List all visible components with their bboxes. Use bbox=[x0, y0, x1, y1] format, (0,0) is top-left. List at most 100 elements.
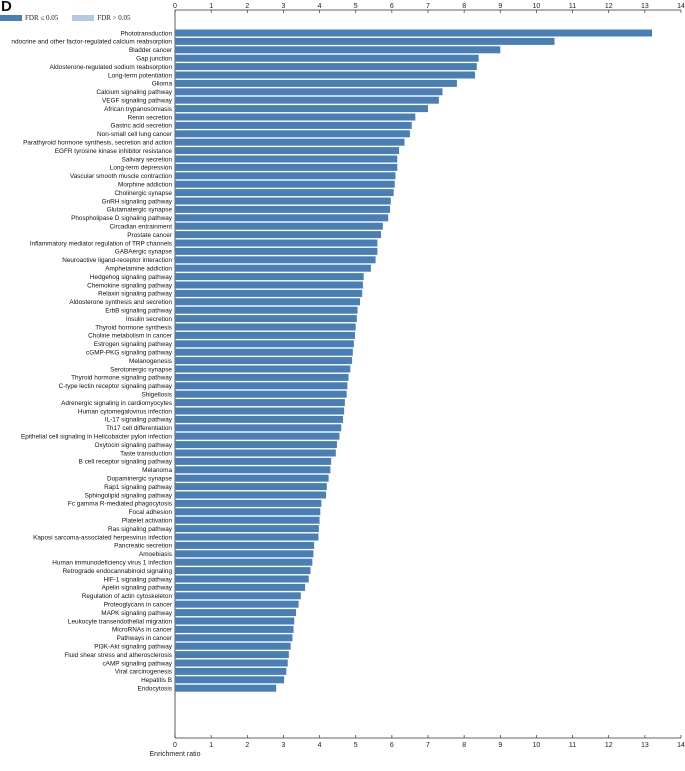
category-label: cGMP-PKG signaling pathway bbox=[86, 350, 173, 357]
legend-entry-significant: FDR ≤ 0.05 bbox=[0, 14, 58, 22]
x-tick-label-top: 10 bbox=[533, 3, 541, 10]
x-tick-label-bottom: 12 bbox=[605, 742, 613, 749]
bar bbox=[175, 609, 297, 617]
x-tick-label-top: 1 bbox=[209, 3, 213, 10]
category-label: Amoebiasis bbox=[139, 551, 172, 558]
bar bbox=[175, 298, 361, 306]
x-tick-label-bottom: 0 bbox=[173, 742, 177, 749]
category-label: Oxytocin signaling pathway bbox=[95, 442, 173, 449]
category-label: Phospholipase D signaling pathway bbox=[71, 215, 173, 222]
category-label: Glutamatergic synapse bbox=[107, 207, 173, 214]
x-tick-label-top: 11 bbox=[569, 3, 576, 10]
category-label: Prostate cancer bbox=[127, 232, 173, 239]
bar bbox=[175, 63, 477, 71]
bar bbox=[175, 558, 313, 566]
bar bbox=[175, 407, 345, 415]
bar bbox=[175, 499, 322, 507]
bar bbox=[175, 96, 439, 104]
bar bbox=[175, 205, 391, 213]
category-label: Long-term potentiation bbox=[108, 72, 172, 79]
x-tick-label-bottom: 5 bbox=[354, 742, 358, 749]
bar bbox=[175, 256, 376, 264]
category-label: Melanoma bbox=[142, 467, 172, 474]
x-tick-label-top: 7 bbox=[426, 3, 430, 10]
bar bbox=[175, 323, 356, 331]
category-label: Ras signaling pathway bbox=[108, 526, 173, 533]
category-label: MicroRNAs in cancer bbox=[112, 627, 173, 634]
category-label: Neuroactive ligand-receptor interaction bbox=[62, 257, 172, 264]
category-label: Focal adhesion bbox=[129, 509, 173, 516]
category-label: HIF-1 signaling pathway bbox=[103, 576, 172, 583]
bar bbox=[175, 88, 443, 96]
category-label: ndocrine and other factor-regulated calc… bbox=[11, 39, 172, 46]
bar bbox=[175, 449, 336, 457]
x-tick-label-top: 0 bbox=[173, 3, 177, 10]
bar bbox=[175, 239, 378, 247]
bar bbox=[175, 583, 306, 591]
category-label: Pancreatic secretion bbox=[114, 543, 172, 550]
bar bbox=[175, 617, 295, 625]
bar bbox=[175, 642, 291, 650]
bar bbox=[175, 432, 340, 440]
x-tick-label-bottom: 10 bbox=[533, 742, 541, 749]
category-label: Hepatitis B bbox=[141, 677, 172, 684]
bar bbox=[175, 29, 653, 37]
category-label: Circadian entrainment bbox=[109, 224, 172, 231]
bar bbox=[175, 684, 277, 692]
category-label: Aldosterone synthesis and secretion bbox=[69, 299, 172, 306]
x-tick-label-bottom: 14 bbox=[677, 742, 685, 749]
category-label: Parathyroid hormone synthesis, secretion… bbox=[23, 140, 172, 147]
category-label: IL-17 signaling pathway bbox=[105, 417, 173, 424]
bar bbox=[175, 273, 364, 281]
legend-swatch-significant bbox=[0, 15, 22, 21]
category-label: PI3K-Akt signaling pathway bbox=[94, 644, 173, 651]
x-tick-label-bottom: 4 bbox=[318, 742, 322, 749]
bar bbox=[175, 466, 331, 474]
category-label: Retrograde endocannabinoid signaling bbox=[63, 568, 173, 575]
legend-label-not-significant: FDR > 0.05 bbox=[97, 14, 131, 22]
bar bbox=[175, 373, 349, 381]
bar bbox=[175, 340, 354, 348]
bar bbox=[175, 37, 555, 45]
x-tick-label-bottom: 6 bbox=[390, 742, 394, 749]
bar bbox=[175, 105, 428, 113]
category-label: Relaxin signaling pathway bbox=[98, 291, 173, 298]
category-label: B cell receptor signaling pathway bbox=[79, 459, 173, 466]
legend-label-significant: FDR ≤ 0.05 bbox=[25, 14, 59, 22]
bar bbox=[175, 491, 327, 499]
category-label: Inflammatory mediator regulation of TRP … bbox=[30, 240, 172, 247]
category-label: Glioma bbox=[152, 81, 173, 88]
bar bbox=[175, 592, 301, 600]
category-label: Epithelial cell signaling in Helicobacte… bbox=[21, 434, 172, 441]
category-label: cAMP signaling pathway bbox=[102, 660, 172, 667]
bar bbox=[175, 147, 400, 155]
x-tick-label-top: 4 bbox=[318, 3, 322, 10]
category-label: Adrenergic signaling in cardiomyocytes bbox=[61, 400, 172, 407]
bar bbox=[175, 508, 321, 516]
bar bbox=[175, 163, 398, 171]
bar bbox=[175, 357, 353, 365]
bar bbox=[175, 247, 378, 255]
category-label: GABAergic synapse bbox=[115, 249, 173, 256]
category-label: Long-term depression bbox=[110, 165, 173, 172]
bar bbox=[175, 289, 363, 297]
bar bbox=[175, 390, 347, 398]
category-label: Thyroid hormone synthesis bbox=[95, 324, 172, 331]
bar bbox=[175, 483, 327, 491]
legend-entry-not-significant: FDR > 0.05 bbox=[72, 14, 131, 22]
category-label: Leukocyte transendothelial migration bbox=[68, 618, 173, 625]
category-label: Gap junction bbox=[136, 56, 172, 63]
category-label: Shigellosis bbox=[141, 392, 172, 399]
category-label: Choline metabolism in cancer bbox=[88, 333, 173, 340]
bar bbox=[175, 121, 412, 129]
category-label: Regulation of actin cytoskeleton bbox=[82, 593, 173, 600]
x-tick-label-bottom: 8 bbox=[462, 742, 466, 749]
x-tick-label-bottom: 11 bbox=[569, 742, 576, 749]
bar bbox=[175, 113, 416, 121]
bar bbox=[175, 231, 382, 239]
bar bbox=[175, 365, 351, 373]
panel-label: D bbox=[1, 0, 12, 15]
category-label: Salivary secretion bbox=[122, 156, 173, 163]
bar bbox=[175, 525, 319, 533]
bar bbox=[175, 155, 398, 163]
